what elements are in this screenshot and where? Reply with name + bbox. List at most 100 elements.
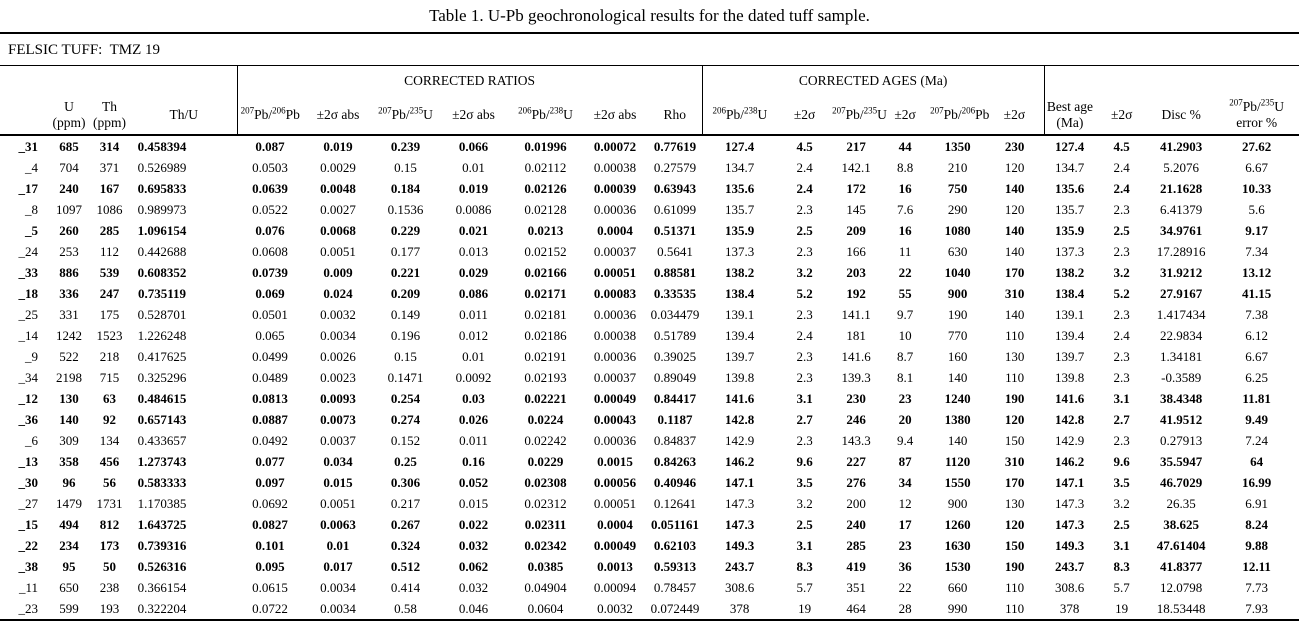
sample-id: _24: [18, 244, 39, 259]
sample-id: _5: [25, 223, 38, 238]
column-header-3: Th (ppm): [88, 96, 131, 136]
cell: 5.2: [1113, 286, 1130, 301]
cell: 0.00038: [593, 160, 637, 175]
cell: 308.6: [1055, 580, 1085, 595]
cell: 0.019: [323, 139, 353, 154]
cell: 5.2076: [1163, 160, 1200, 175]
sample-id: _14: [18, 328, 39, 343]
cell: 7.24: [1245, 433, 1269, 448]
cell: 23: [898, 391, 912, 406]
cell: 0.0051: [320, 496, 356, 511]
cell: 218: [99, 349, 120, 364]
cell: 50: [103, 559, 116, 574]
cell: 137.3: [1055, 244, 1085, 259]
cell: 41.2903: [1160, 139, 1203, 154]
cell: 0.03: [462, 391, 485, 406]
cell: 27.9167: [1160, 286, 1203, 301]
cell: 134.7: [1055, 160, 1085, 175]
cell: 650: [59, 580, 79, 595]
cell: 378: [1059, 601, 1080, 616]
cell: 0.77619: [653, 139, 697, 154]
cell: 0.00037: [593, 370, 637, 385]
table-row: _23 599 193 0.322204 0.0722 0.0034 0.58 0.046 0.…: [0, 598, 1299, 620]
column-header-8: ±2σ abs: [438, 96, 509, 136]
cell: 0.51789: [653, 328, 697, 343]
cell: 138.2: [1055, 265, 1085, 280]
cell: 17.28916: [1156, 244, 1206, 259]
cell: 0.032: [458, 538, 489, 553]
cell: 140: [1004, 307, 1025, 322]
cell: 190: [947, 307, 968, 322]
cell: 146.2: [724, 454, 755, 469]
cell: 0.196: [390, 328, 421, 343]
cell: 9.49: [1245, 412, 1269, 427]
cell: 0.512: [390, 559, 421, 574]
cell: 0.011: [459, 307, 488, 322]
results-table: CORRECTED RATIOS CORRECTED AGES (Ma) U (…: [0, 65, 1299, 621]
cell: 0.239: [390, 139, 421, 154]
cell: 0.0027: [320, 202, 356, 217]
cell: 7.93: [1245, 601, 1269, 616]
cell: 10: [898, 328, 912, 343]
cell: 0.657143: [137, 412, 187, 427]
cell: 1080: [944, 223, 971, 238]
cell: 371: [99, 160, 120, 175]
cell: 0.0813: [252, 391, 288, 406]
cell: 0.02221: [524, 391, 567, 406]
cell: 0.0029: [320, 160, 356, 175]
table-row: _5 260 285 1.096154 0.076 0.0068 0.229 0.021 0.0…: [0, 220, 1299, 241]
cell: 0.177: [390, 244, 421, 259]
cell: 419: [846, 559, 866, 574]
cell: 2.3: [796, 307, 813, 322]
cell: 0.02128: [524, 202, 567, 217]
cell: 0.608352: [137, 265, 187, 280]
cell: 147.1: [724, 475, 755, 490]
cell: 120: [1004, 412, 1025, 427]
table-row: _14 1242 1523 1.226248 0.065 0.0034 0.196 0.012…: [0, 325, 1299, 346]
cell: 230: [1004, 139, 1025, 154]
cell: 139.8: [724, 370, 755, 385]
cell: 135.9: [724, 223, 755, 238]
cell: 630: [947, 244, 968, 259]
cell: 22.9834: [1160, 328, 1203, 343]
table-body: _31 685 314 0.458394 0.087 0.019 0.239 0.066 0.0…: [0, 135, 1299, 620]
cell: 0.01: [326, 538, 350, 553]
cell: 137.3: [724, 244, 755, 259]
cell: 0.02166: [524, 265, 567, 280]
cell: 0.84837: [653, 433, 697, 448]
sample-id: _22: [18, 538, 39, 553]
cell: 2198: [56, 370, 82, 385]
cell: 0.0004: [597, 223, 633, 238]
cell: 87: [898, 454, 912, 469]
cell: 8.3: [796, 559, 813, 574]
cell: 142.9: [724, 433, 755, 448]
cell: 135.6: [724, 181, 755, 196]
cell: 139.4: [1055, 328, 1085, 343]
cell: 56: [103, 475, 116, 490]
cell: 0.27913: [1160, 433, 1203, 448]
cell: 130: [1004, 349, 1025, 364]
cell: 170: [1004, 265, 1025, 280]
cell: 5.2: [796, 286, 813, 301]
cell: 146.2: [1055, 454, 1085, 469]
cell: 139.1: [1055, 307, 1085, 322]
table-row: _17 240 167 0.695833 0.0639 0.0048 0.184 0.019 0…: [0, 178, 1299, 199]
cell: 20: [898, 412, 912, 427]
cell: 1.417434: [1156, 307, 1206, 322]
cell: 8.7: [896, 349, 914, 364]
cell: 0.63943: [653, 181, 697, 196]
cell: 2.4: [1113, 328, 1130, 343]
cell: 3.2: [796, 265, 813, 280]
cell: 2.3: [1113, 349, 1130, 364]
cell: 0.254: [390, 391, 421, 406]
group-blank-right: [1043, 65, 1299, 96]
cell: 0.0023: [320, 370, 356, 385]
cell: 0.095: [255, 559, 285, 574]
cell: 0.04904: [524, 580, 567, 595]
cell: 140: [1004, 244, 1025, 259]
cell: 2.4: [796, 181, 813, 196]
cell: 7.73: [1245, 580, 1269, 595]
cell: 246: [846, 412, 866, 427]
table-row: _13 358 456 1.273743 0.077 0.034 0.25 0.16 0.022…: [0, 451, 1299, 472]
cell: 0.00036: [593, 349, 637, 364]
